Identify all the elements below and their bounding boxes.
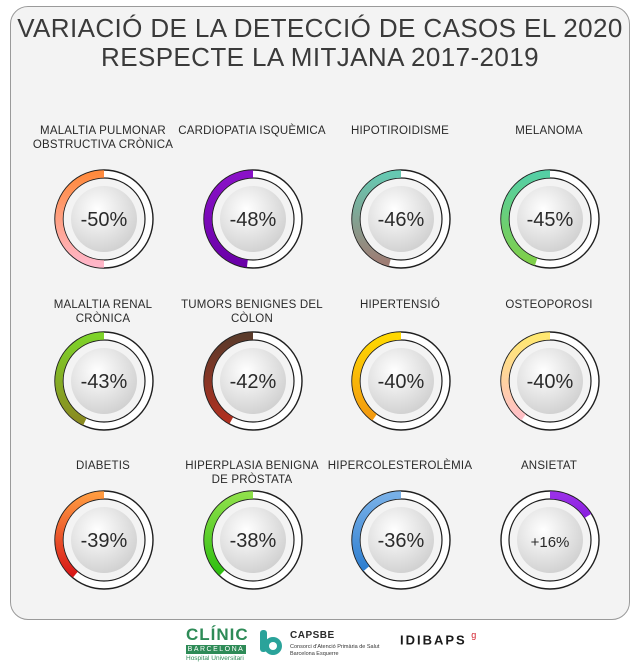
clinic-logo: CLÍNIC BARCELONA Hospital Universitari (186, 625, 249, 663)
donut-label: HIPERTENSIÓ (360, 299, 440, 311)
clinic-logo-sub: Hospital Universitari (186, 655, 244, 662)
capsbe-logo-line1: Consorci d'Atenció Primària de Salut (290, 644, 380, 650)
donut-center (71, 348, 137, 414)
clinic-logo-city: BARCELONA (186, 645, 246, 654)
donut-inner-border (508, 498, 592, 582)
donut-label: DIABETIS (75, 460, 130, 472)
donut-center (368, 186, 434, 252)
donut-outer-border (203, 169, 303, 269)
donut-inner-border (508, 177, 592, 261)
donut-arc (501, 170, 551, 266)
donut-chart: -43% (54, 331, 154, 431)
donut-inner-border (62, 339, 146, 423)
donut-label: OSTEOPOROSI (505, 299, 593, 311)
donut-chart: -36% (351, 490, 451, 590)
donut-value: -39% (81, 530, 128, 552)
donut-chart: -38% (203, 490, 303, 590)
clinic-logo-name: CLÍNIC (186, 625, 249, 644)
idibaps-logo-sup: g (471, 630, 477, 640)
donut-label: MALALTIA RENAL CRÒNICA (53, 299, 153, 325)
donut-center (220, 507, 286, 573)
donut-center (220, 186, 286, 252)
donut-value: -50% (81, 209, 128, 231)
donut-arc (549, 491, 592, 519)
donut-value: -36% (378, 530, 425, 552)
donut-center (517, 186, 583, 252)
donut-inner-border (211, 177, 295, 261)
donut-value: -40% (527, 371, 574, 393)
donut-chart: -48% (203, 169, 303, 269)
donut-arc (204, 491, 254, 576)
donut-outer-border (203, 490, 303, 590)
donut-outer-border (500, 331, 600, 431)
donut-inner-border (359, 177, 443, 261)
donut-label: ANSIETAT (520, 460, 578, 472)
donut-outer-border (54, 331, 154, 431)
donut-inner-border (359, 339, 443, 423)
donut-label: HIPERPLASIA BENIGNA DE PRÒSTATA (185, 460, 319, 486)
donut-label: HIPERCOLESTEROLÈMIA (327, 460, 473, 472)
donut-center (71, 186, 137, 252)
donut-chart: -40% (351, 331, 451, 431)
donut-arc (204, 170, 254, 268)
donut-center (368, 348, 434, 414)
donut-outer-border (54, 490, 154, 590)
capsbe-logo-line2: Barcelona Esquerre (290, 651, 339, 657)
donut-value: -38% (230, 530, 277, 552)
donut-value: -46% (378, 209, 425, 231)
chart-title-line2: RESPECTE LA MITJANA 2017-2019 (101, 42, 539, 72)
donut-outer-border (351, 169, 451, 269)
donut-outer-border (54, 169, 154, 269)
donut-arc (352, 170, 402, 267)
donut-arc (55, 332, 105, 426)
chart-title: VARIACIÓ DE LA DETECCIÓ DE CASOS EL 2020… (10, 14, 630, 72)
donut-value: -48% (230, 209, 277, 231)
donut-value: -45% (527, 209, 574, 231)
donut-center (368, 507, 434, 573)
donut-chart: -50% (54, 169, 154, 269)
donut-label: TUMORS BENIGNES DEL CÒLON (181, 299, 323, 325)
donut-chart: -45% (500, 169, 600, 269)
donut-value: -43% (81, 371, 128, 393)
donut-label: MELANOMA (515, 125, 583, 137)
donut-outer-border (500, 490, 600, 590)
donut-label: MALALTIA PULMONAR OBSTRUCTIVA CRÒNICA (32, 125, 174, 151)
donut-inner-border (62, 177, 146, 261)
donut-label: HIPOTIROIDISME (350, 125, 449, 137)
donut-center (517, 507, 583, 573)
donut-arc (55, 491, 105, 578)
capsbe-logo-icon (260, 630, 282, 655)
donut-center (220, 348, 286, 414)
donut-label: CARDIOPATIA ISQUÈMICA (178, 125, 326, 137)
chart-title-line1: VARIACIÓ DE LA DETECCIÓ DE CASOS EL 2020 (17, 13, 623, 43)
donut-center (71, 507, 137, 573)
donut-arc (352, 491, 402, 572)
donut-arc (55, 170, 105, 268)
footer-logos: CLÍNIC BARCELONA Hospital Universitari C… (0, 622, 640, 667)
donut-outer-border (500, 169, 600, 269)
donut-inner-border (359, 498, 443, 582)
donut-chart: +16% (500, 490, 600, 590)
donut-chart: -39% (54, 490, 154, 590)
donut-inner-border (62, 498, 146, 582)
donut-value: -40% (378, 371, 425, 393)
donut-inner-border (211, 498, 295, 582)
idibaps-logo-name: IDIBAPS (400, 632, 467, 648)
donut-chart: -40% (500, 331, 600, 431)
donut-value: +16% (531, 534, 570, 551)
donut-chart: -42% (203, 331, 303, 431)
donut-inner-border (211, 339, 295, 423)
idibaps-logo: IDIBAPS g (400, 630, 480, 649)
donut-outer-border (351, 331, 451, 431)
donut-chart: -46% (351, 169, 451, 269)
donut-value: -42% (230, 371, 277, 393)
donut-outer-border (203, 331, 303, 431)
donut-center (517, 348, 583, 414)
donut-arc (204, 332, 254, 424)
donut-outer-border (351, 490, 451, 590)
capsbe-logo-name: CAPSBE (290, 630, 335, 641)
donut-inner-border (508, 339, 592, 423)
donut-arc (352, 332, 402, 421)
donut-arc (501, 332, 551, 421)
